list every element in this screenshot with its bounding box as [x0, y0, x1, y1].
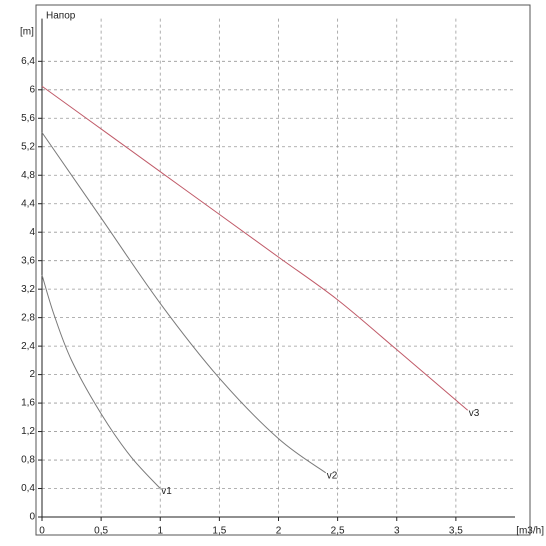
- y-tick-label: 0,4: [21, 483, 35, 494]
- chart-frame: [35, 4, 531, 536]
- y-tick-label: 3,2: [21, 284, 35, 295]
- y-tick-label: 4,8: [21, 170, 35, 181]
- x-tick-label: 0: [39, 526, 45, 537]
- y-tick-label: 6: [29, 84, 35, 95]
- y-tick-label: 4,4: [21, 198, 35, 209]
- x-tick-label: 1: [157, 526, 163, 537]
- series-line: [41, 274, 161, 489]
- x-tick-label: 2,5: [331, 526, 345, 537]
- y-tick-label: 2: [29, 369, 35, 380]
- y-tick-label: 2,8: [21, 312, 35, 323]
- series-line: [41, 85, 469, 411]
- series-label: v1: [161, 486, 172, 497]
- chart-title: Напор: [46, 11, 76, 22]
- y-tick-label: 3,6: [21, 255, 35, 266]
- x-tick-label: 0,5: [94, 526, 108, 537]
- y-tick-label: 0: [29, 512, 35, 523]
- y-axis-label: [m]: [20, 27, 34, 38]
- y-tick-label: 1,2: [21, 426, 35, 437]
- x-axis-label: [m3/h]: [516, 526, 544, 537]
- y-tick-label: 1,6: [21, 398, 35, 409]
- y-tick-label: 4: [29, 227, 35, 238]
- x-tick-label: 3,5: [449, 526, 463, 537]
- y-tick-label: 5,6: [21, 113, 35, 124]
- series-label: v3: [469, 408, 480, 419]
- y-tick-label: 2,4: [21, 341, 35, 352]
- series-line: [41, 132, 327, 474]
- x-tick-label: 1,5: [212, 526, 226, 537]
- x-tick-label: 2: [276, 526, 282, 537]
- y-tick-label: 6,4: [21, 56, 35, 67]
- series-label: v2: [327, 470, 338, 481]
- y-tick-label: 0,8: [21, 455, 35, 466]
- x-tick-label: 3: [394, 526, 400, 537]
- y-tick-label: 5,2: [21, 141, 35, 152]
